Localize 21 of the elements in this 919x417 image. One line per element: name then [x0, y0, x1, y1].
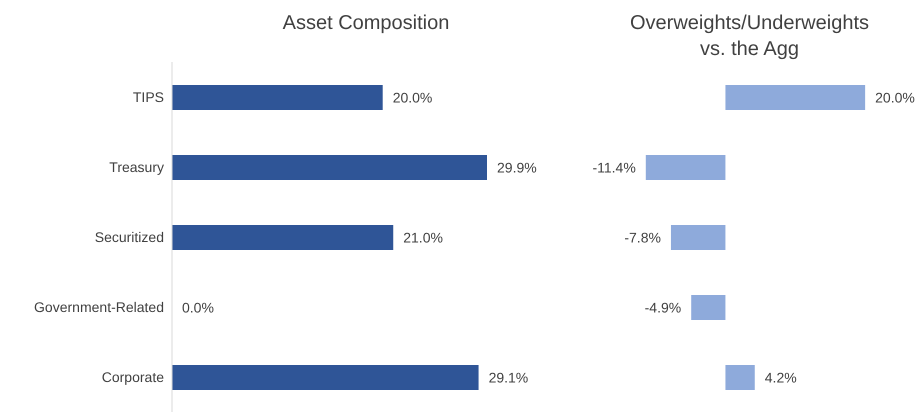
data-label: 29.9%: [497, 159, 537, 176]
y-tick-label: Treasury: [109, 158, 164, 175]
data-label: -11.4%: [592, 159, 636, 176]
y-tick-label: Corporate: [102, 368, 164, 385]
data-label: -7.8%: [624, 229, 661, 246]
data-label: 20.0%: [875, 89, 915, 106]
data-label: 29.1%: [488, 369, 528, 386]
y-tick-label: TIPS: [132, 88, 164, 105]
data-label: -4.9%: [644, 299, 682, 316]
bar: [172, 85, 383, 110]
data-label: 4.2%: [764, 369, 797, 386]
bar: [172, 155, 487, 180]
bar: [172, 365, 479, 390]
chart-title: Asset Composition: [282, 11, 450, 36]
data-label: 20.0%: [392, 89, 432, 106]
chart-title: Overweights/Underweights vs. the Agg: [629, 11, 870, 62]
data-label: 0.0%: [182, 299, 214, 316]
y-tick-label: Government-Related: [34, 298, 164, 315]
y-tick-label: Securitized: [94, 228, 164, 245]
bar: [172, 225, 394, 250]
data-label: 21.0%: [403, 229, 443, 246]
